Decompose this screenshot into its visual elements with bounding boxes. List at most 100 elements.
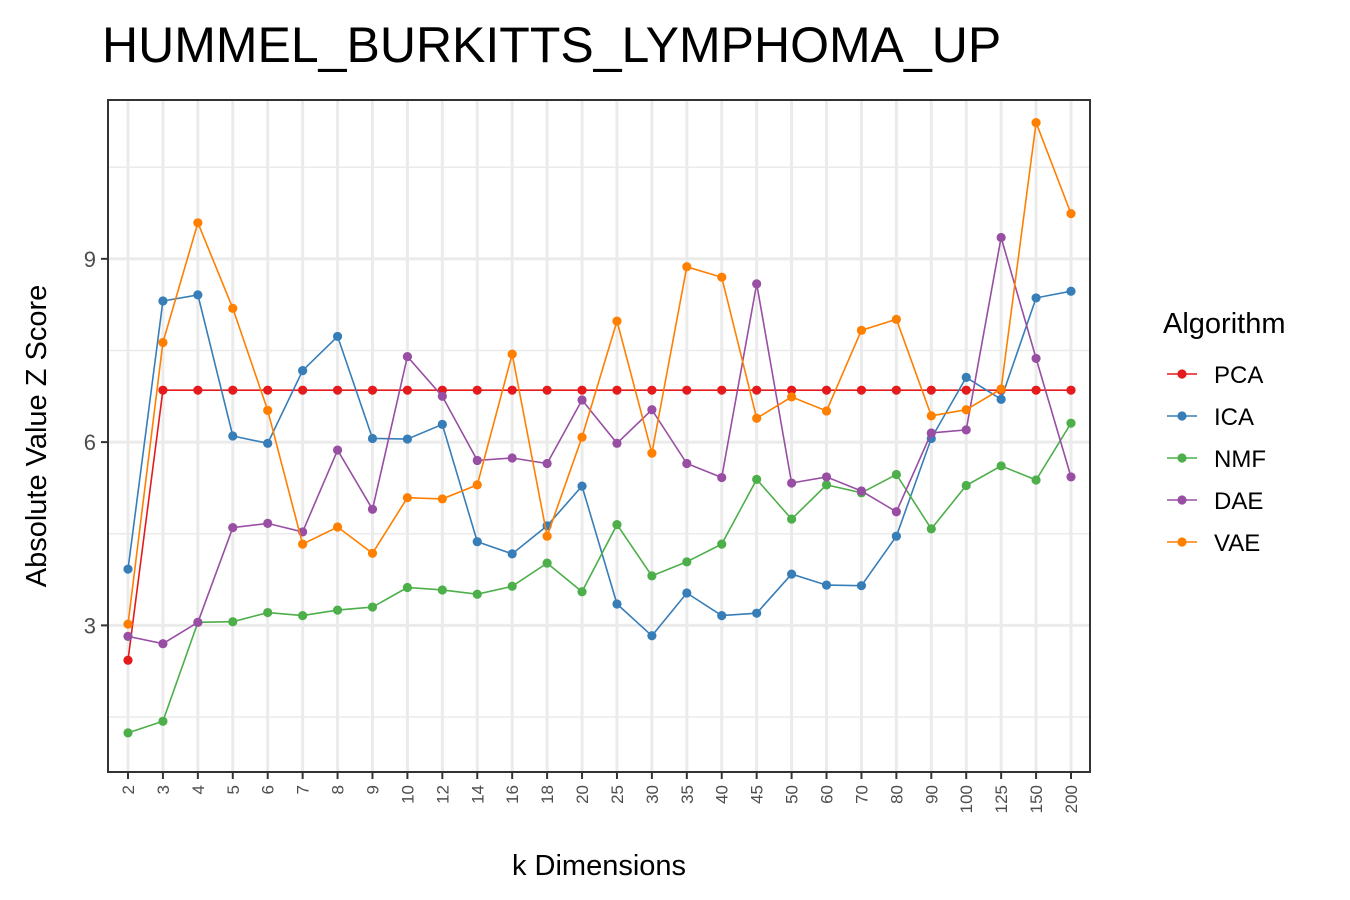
data-point-nmf [612, 519, 622, 530]
legend: Algorithm PCA ICA NMF DAE VAE [1163, 308, 1286, 557]
y-tick-label: 3 [84, 613, 96, 638]
legend-key-point [1177, 495, 1187, 505]
x-tick-label: 45 [748, 785, 767, 804]
data-point-ica [996, 394, 1006, 404]
series-dae [123, 232, 1076, 649]
data-point-dae [437, 391, 447, 401]
data-point-nmf [682, 557, 692, 567]
data-point-ica [472, 537, 482, 547]
data-point-pca [367, 385, 378, 395]
x-tick-label: 125 [992, 785, 1011, 813]
data-point-ica [228, 431, 238, 441]
data-point-ica [717, 611, 727, 621]
legend-label: NMF [1214, 446, 1266, 473]
data-point-nmf [1066, 418, 1076, 428]
data-point-ica [298, 366, 308, 376]
y-tick-label: 9 [84, 247, 96, 272]
series-nmf [123, 418, 1076, 738]
data-point-vae [1066, 209, 1076, 219]
data-point-ica [577, 481, 587, 491]
data-point-pca [856, 385, 867, 395]
data-point-nmf [786, 514, 797, 524]
data-point-vae [332, 522, 343, 532]
data-point-pca [647, 385, 657, 395]
data-point-pca [1031, 385, 1041, 395]
legend-label: PCA [1214, 362, 1263, 389]
data-point-nmf [717, 539, 727, 549]
data-point-dae [1066, 472, 1076, 482]
data-point-ica [682, 588, 692, 598]
data-point-pca [752, 385, 762, 395]
data-point-dae [647, 405, 657, 415]
x-tick-label: 150 [1027, 785, 1046, 813]
data-point-pca [926, 385, 936, 395]
data-point-pca [332, 385, 343, 395]
x-tick-label: 100 [957, 785, 976, 813]
x-axis-title: k Dimensions [512, 850, 686, 882]
data-point-dae [193, 617, 203, 627]
x-tick-label: 90 [922, 785, 941, 804]
x-tick-label: 2 [119, 785, 138, 794]
series-line-vae [127, 122, 1072, 625]
series-line-pca [127, 389, 1071, 661]
data-point-dae [752, 279, 762, 289]
plot-panel-border [107, 99, 1091, 773]
x-tick-label: 200 [1062, 785, 1081, 813]
data-point-nmf [926, 524, 936, 534]
y-axis: 3 6 9 [84, 247, 108, 638]
x-tick-label: 30 [643, 785, 662, 804]
x-tick-label: 35 [678, 785, 697, 804]
data-point-vae [682, 262, 692, 272]
data-point-nmf [367, 602, 378, 612]
data-point-pca [123, 655, 133, 665]
data-point-vae [786, 392, 797, 402]
x-tick-label: 7 [294, 785, 313, 794]
data-point-vae [367, 548, 378, 558]
data-point-nmf [752, 474, 762, 484]
data-point-nmf [891, 469, 901, 480]
data-point-ica [891, 531, 901, 541]
data-point-vae [996, 384, 1006, 394]
series-line-dae [127, 237, 1072, 645]
data-point-pca [1066, 385, 1076, 395]
data-point-dae [996, 232, 1006, 243]
data-point-pca [542, 385, 552, 395]
data-point-dae [542, 458, 552, 469]
data-point-nmf [961, 480, 971, 491]
data-point-ica [752, 608, 762, 618]
data-point-dae [1031, 353, 1041, 364]
data-point-vae [158, 337, 168, 348]
data-point-pca [228, 385, 238, 395]
x-tick-label: 8 [329, 785, 348, 794]
x-tick-label: 16 [503, 785, 522, 804]
data-point-pca [786, 385, 797, 395]
data-point-ica [1066, 286, 1076, 296]
data-point-vae [891, 314, 901, 324]
x-tick-label: 50 [783, 785, 802, 804]
chart-title: HUMMEL_BURKITTS_LYMPHOMA_UP [102, 17, 1001, 73]
data-point-vae [717, 272, 727, 282]
data-point-vae [577, 432, 587, 442]
data-point-vae [612, 316, 622, 326]
data-point-nmf [332, 605, 343, 615]
data-point-vae [647, 448, 657, 458]
data-point-ica [1031, 293, 1041, 303]
data-point-ica [437, 419, 447, 429]
data-point-dae [856, 486, 867, 496]
data-point-ica [158, 296, 168, 306]
data-point-nmf [123, 728, 133, 738]
grid [108, 100, 1090, 772]
series-line-nmf [127, 422, 1072, 734]
series-group [123, 118, 1076, 738]
x-tick-label: 40 [713, 785, 732, 804]
data-point-nmf [298, 611, 308, 621]
data-point-ica [612, 599, 622, 609]
data-point-vae [752, 413, 762, 423]
data-point-vae [926, 411, 936, 421]
data-point-nmf [996, 461, 1006, 471]
series-vae [123, 118, 1076, 629]
data-point-pca [577, 385, 587, 395]
x-tick-label: 3 [154, 785, 173, 794]
data-point-pca [961, 385, 971, 395]
